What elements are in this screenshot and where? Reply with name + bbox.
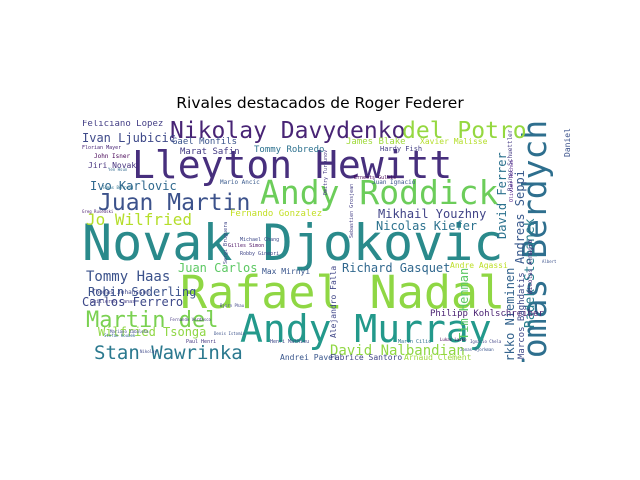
word-cloud-word: Alejandro Falla (329, 266, 338, 339)
word-cloud-word: Ivan Ljubicic (82, 131, 176, 145)
word-cloud-word: Novak Djokovic (82, 214, 504, 272)
word-cloud-word: Mikhail Youzhny (378, 207, 487, 221)
word-cloud-word: Sebastien Grosjean (349, 184, 355, 239)
word-cloud-word: Guillermo Canas (90, 299, 136, 305)
word-cloud-word: Nikolay Davydenko (170, 120, 406, 144)
word-cloud-word: Juan Ignacio (372, 179, 416, 186)
word-cloud-word: James Blake (346, 137, 406, 147)
word-cloud-word: Jo Wilfried (86, 210, 192, 229)
word-cloud-word: Rafael Nadal (180, 266, 506, 319)
word-cloud-word: Richard Gasquet (342, 261, 451, 275)
word-cloud-word: Marcos Baghdatis (517, 272, 527, 359)
word-cloud-word: Mario Ancic (220, 179, 260, 186)
word-cloud-word: Olivier Rochus (509, 160, 515, 203)
word-cloud-word: Feliciano Lopez (82, 120, 164, 129)
word-cloud-word: Arnaud Clement (404, 353, 472, 362)
word-cloud-word: Andy Roddick (260, 173, 499, 212)
word-cloud-word: Tim Henman (457, 268, 471, 341)
word-cloud-word: Fabrice Santoro (330, 353, 403, 362)
word-cloud-word: Gilles Simon (228, 243, 265, 249)
word-cloud-word: Jiri Novak (88, 161, 137, 170)
word-cloud-word: Dmitry Tursunov (323, 150, 329, 196)
word-cloud-word: John Isner (94, 153, 131, 160)
word-cloud-word: Philipp Kohlschreiber (430, 309, 544, 319)
chart-title: Rivales destacados de Roger Federer (176, 94, 464, 112)
word-cloud-word: David Nalbandian (330, 343, 465, 359)
word-cloud-word: Andrei Pavel (280, 353, 338, 362)
word-cloud-word: Andy Murray (240, 307, 492, 351)
word-cloud-word: Michael Chang (240, 237, 280, 243)
word-cloud-word: Ignacio Chela (470, 339, 502, 344)
word-cloud-word: Stefan Koubek (104, 333, 136, 338)
word-cloud-word: Andre Agassi (450, 261, 508, 270)
word-cloud-word: Greg Rusedski (82, 209, 114, 214)
word-cloud-word: Max Mirnyi (262, 267, 311, 276)
word-cloud-word: Fernando Gonzalez (230, 209, 323, 219)
word-cloud-word: Marin Cilic (398, 339, 432, 345)
word-cloud-word: Nicolas Kiefer (376, 219, 478, 233)
word-cloud-word: Gael Monfils (172, 137, 238, 147)
word-cloud-word: Mariano Zabaleta (110, 329, 149, 334)
word-cloud-word: Juan Carlos (178, 261, 258, 275)
word-cloud-word: Fernando Verdasco (170, 317, 211, 322)
word-cloud-word: Martin del (86, 308, 219, 333)
word-cloud: Novak Djokovic Rafael Nadal Andy Murray Lle… (80, 120, 578, 362)
word-cloud-word: Tommy Robredo (254, 145, 325, 155)
word-cloud-word: Paul Henri (186, 339, 217, 345)
word-cloud-word: Robin Soderling (88, 285, 197, 299)
word-cloud-word: Yen Hsun (108, 167, 128, 172)
word-cloud-word: Daniel (563, 128, 572, 157)
word-cloud-word: Juan Martin (98, 190, 251, 216)
word-cloud-word: Ernests Gulbis (354, 175, 397, 181)
word-cloud-word: Lleyton Hewitt (132, 143, 453, 187)
word-cloud-word: Stan Wawrinka (94, 342, 243, 363)
word-cloud-word: Jonas Bjorkman (460, 347, 494, 352)
word-cloud-word: Florian Mayer (82, 145, 122, 151)
word-cloud-word: Marat Safin (180, 147, 240, 157)
word-cloud-word: Albert (542, 259, 557, 264)
word-cloud-word: Denis Istomin (214, 331, 246, 336)
word-cloud-word: Henri Mathieu (270, 339, 310, 345)
word-cloud-word: Nicolas Almagro (527, 240, 534, 295)
word-cloud-word: Thomas Johansson (92, 289, 150, 296)
word-cloud-word: del Potro (402, 120, 527, 144)
word-cloud-word: Nikolay (140, 349, 157, 354)
word-cloud-word: Xavier Malisse (420, 137, 488, 146)
word-cloud-word: Wilfried Tsonga (98, 325, 207, 339)
word-cloud-word: Ivo Karlovic (90, 179, 177, 193)
word-cloud-word: Tomas Behrend (102, 185, 134, 190)
word-cloud-word: Robby Ginepri (240, 251, 280, 257)
word-cloud-word: Tommy Haas (86, 269, 171, 285)
word-cloud-word: Andreas Seppi (513, 170, 527, 264)
word-cloud-word: Carlos Ferrero (82, 295, 184, 309)
word-cloud-word: Bjorn Phau (220, 303, 245, 308)
word-cloud-word: Hardy Fish (380, 145, 423, 153)
word-cloud-word: Lukas Lacko (440, 337, 467, 342)
